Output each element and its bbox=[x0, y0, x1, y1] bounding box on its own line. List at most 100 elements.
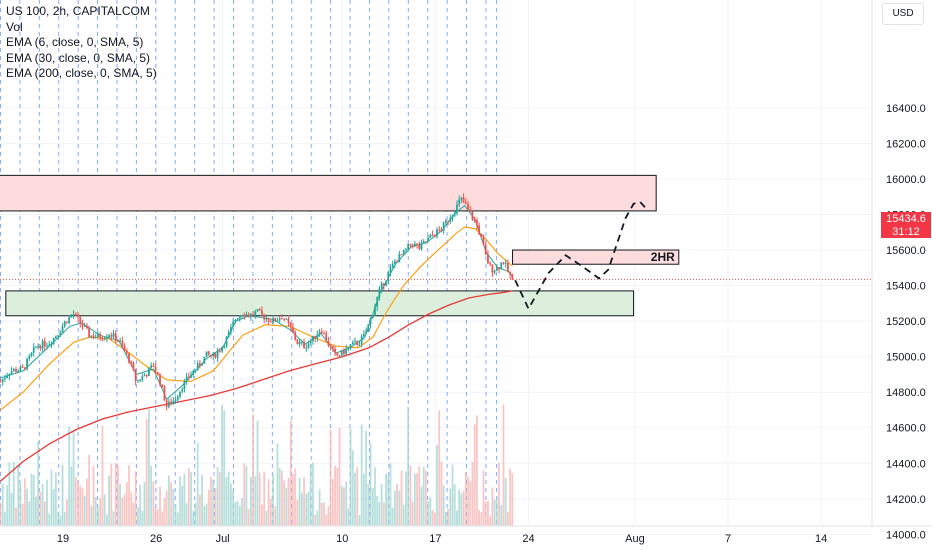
volume-bar bbox=[349, 428, 352, 526]
currency-button[interactable]: USD bbox=[882, 3, 924, 25]
bar-countdown: 31:12 bbox=[892, 226, 920, 238]
x-tick-label: 7 bbox=[725, 533, 731, 545]
volume-bar bbox=[329, 429, 332, 526]
candle-body bbox=[272, 318, 274, 323]
volume-bar bbox=[495, 496, 498, 526]
volume-bar bbox=[66, 499, 68, 526]
candle-body bbox=[327, 341, 330, 346]
candle-body bbox=[57, 335, 60, 337]
x-axis[interactable]: 19 26 Jul 10 17 24 Aug 7 14 bbox=[57, 533, 827, 545]
candle-body bbox=[345, 348, 348, 355]
candle-body bbox=[498, 267, 500, 270]
volume-bar bbox=[225, 477, 228, 526]
candle-body bbox=[444, 220, 447, 223]
volume-bar bbox=[143, 481, 146, 526]
volume-bar bbox=[487, 500, 489, 526]
y-tick-label: 14200.0 bbox=[886, 494, 926, 506]
volume-bar bbox=[190, 472, 192, 526]
volume-bar bbox=[382, 502, 385, 526]
candle-body bbox=[134, 370, 137, 381]
candle-body bbox=[163, 386, 166, 401]
candle-body bbox=[238, 315, 241, 319]
x-tick-label: 14 bbox=[815, 533, 827, 545]
candle-body bbox=[427, 237, 430, 242]
volume-bar bbox=[241, 497, 243, 526]
candle-body bbox=[136, 379, 139, 381]
volume-bar bbox=[72, 430, 75, 526]
volume-bar bbox=[449, 488, 452, 526]
volume-bar bbox=[447, 508, 449, 526]
candle-body bbox=[261, 310, 263, 315]
candle-body bbox=[325, 333, 328, 342]
candle-body bbox=[393, 261, 396, 264]
x-tick-label: 24 bbox=[522, 533, 534, 545]
legend-volume[interactable]: Vol bbox=[6, 19, 23, 34]
volume-bar bbox=[101, 425, 104, 526]
volume-bars bbox=[0, 404, 514, 526]
candle-body bbox=[15, 369, 17, 372]
candle-body bbox=[145, 375, 148, 377]
volume-bar bbox=[391, 507, 394, 526]
legend-ema-200[interactable]: EMA (200, close, 0, SMA, 5) bbox=[6, 66, 157, 80]
volume-bar bbox=[70, 466, 73, 526]
candle-body bbox=[117, 340, 119, 342]
volume-bar bbox=[156, 509, 159, 526]
volume-bar bbox=[130, 491, 133, 526]
volume-bar bbox=[12, 461, 15, 526]
candle-body bbox=[495, 267, 498, 271]
volume-bar bbox=[292, 474, 294, 526]
candle-body bbox=[267, 318, 270, 322]
candle-body bbox=[276, 320, 279, 322]
volume-bar bbox=[269, 498, 272, 526]
volume-bar bbox=[212, 479, 215, 526]
candle-body bbox=[86, 326, 88, 329]
candle-body bbox=[274, 318, 277, 322]
candle-body bbox=[509, 271, 512, 275]
volume-bar bbox=[201, 474, 204, 526]
volume-bar bbox=[35, 496, 37, 526]
legend-ema-30[interactable]: EMA (30, close, 0, SMA, 5) bbox=[6, 50, 151, 65]
volume-bar bbox=[128, 465, 130, 526]
candle-body bbox=[429, 234, 432, 238]
volume-bar bbox=[4, 511, 6, 526]
candle-body bbox=[81, 323, 84, 327]
candle-body bbox=[207, 351, 210, 355]
volume-bar bbox=[314, 514, 317, 526]
volume-bar bbox=[23, 478, 26, 526]
candle-body bbox=[462, 197, 465, 203]
candle-body bbox=[400, 254, 403, 256]
volume-bar bbox=[334, 465, 336, 526]
volume-bar bbox=[300, 492, 303, 526]
candle-body bbox=[218, 351, 221, 353]
candle-body bbox=[502, 262, 505, 264]
candle-body bbox=[418, 245, 421, 249]
volume-bar bbox=[256, 420, 259, 526]
candle-body bbox=[473, 219, 476, 221]
candle-body bbox=[411, 244, 414, 247]
legend-ema-6[interactable]: EMA (6, close, 0, SMA, 5) bbox=[6, 35, 144, 49]
volume-bar bbox=[385, 473, 387, 526]
candle-body bbox=[511, 274, 514, 280]
candle-body bbox=[323, 333, 325, 335]
candle-body bbox=[453, 213, 456, 216]
candle-body bbox=[170, 401, 173, 405]
candle-body bbox=[320, 331, 323, 334]
candle-body bbox=[507, 262, 509, 272]
legend-title[interactable]: US 100, 2h, CAPITALCOM bbox=[6, 4, 150, 18]
candle-body bbox=[303, 342, 305, 348]
volume-bar bbox=[420, 486, 423, 526]
volume-bar bbox=[187, 468, 190, 526]
volume-bar bbox=[258, 472, 261, 526]
candle-body bbox=[241, 315, 243, 317]
volume-bar bbox=[274, 506, 277, 526]
candle-body bbox=[185, 376, 188, 381]
candle-body bbox=[83, 326, 86, 328]
x-tick-label: 19 bbox=[57, 533, 69, 545]
volume-bar bbox=[405, 471, 407, 526]
volume-bar bbox=[139, 484, 141, 526]
candle-body bbox=[391, 263, 394, 268]
candle-body bbox=[194, 369, 197, 371]
candle-body bbox=[72, 314, 75, 316]
